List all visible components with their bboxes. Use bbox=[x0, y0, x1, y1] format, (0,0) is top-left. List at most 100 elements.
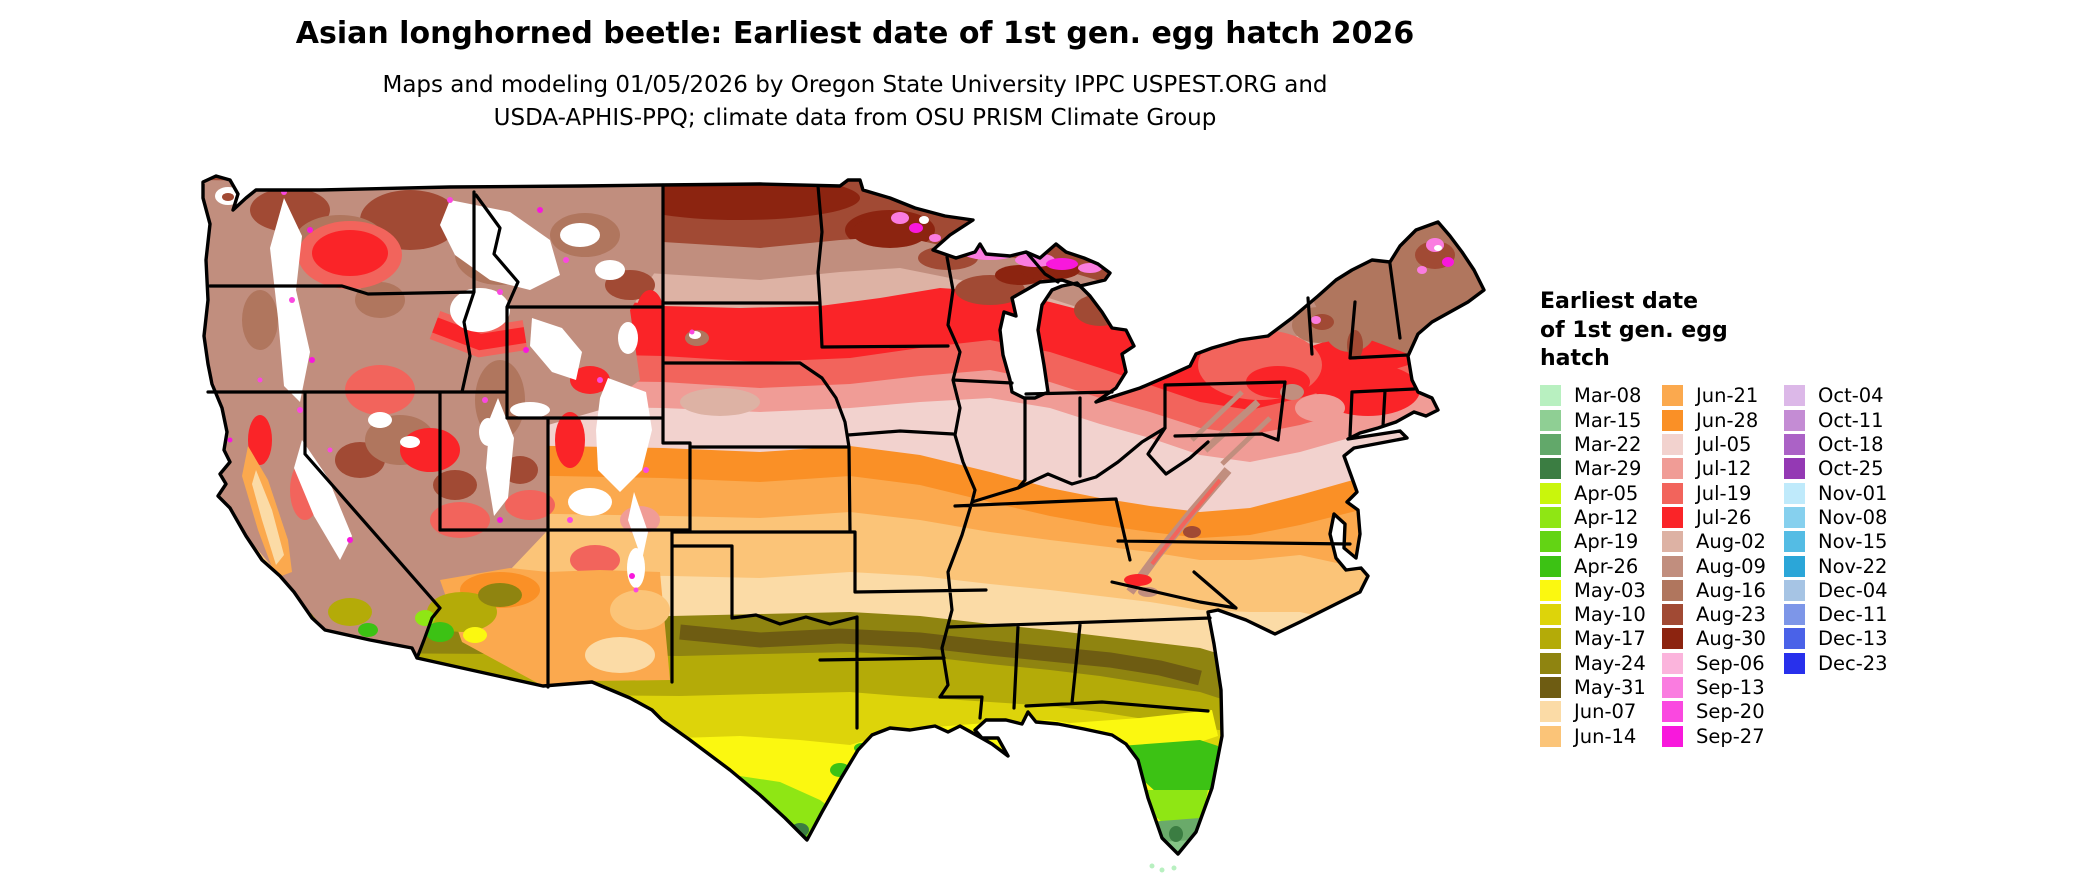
legend-swatch bbox=[1540, 458, 1561, 480]
us-choropleth-map bbox=[201, 174, 1486, 873]
legend-entry: Apr-05 bbox=[1540, 481, 1662, 505]
legend-label: Sep-13 bbox=[1696, 675, 1765, 699]
legend-label: Dec-11 bbox=[1818, 603, 1888, 627]
fleck-maine-white bbox=[1434, 245, 1442, 251]
white-nrockies bbox=[440, 200, 560, 290]
state-borders bbox=[206, 183, 1416, 730]
legend-label: Nov-22 bbox=[1818, 554, 1888, 578]
legend-label: Nov-08 bbox=[1818, 505, 1888, 529]
legend-title-line2: of 1st gen. egg bbox=[1540, 317, 1728, 343]
legend-label: Mar-22 bbox=[1574, 433, 1642, 457]
legend-label: May-03 bbox=[1574, 578, 1646, 602]
legend-label: Nov-15 bbox=[1818, 530, 1888, 554]
patch-wv-brown bbox=[1183, 526, 1201, 538]
legend-column-1: Mar-08 Mar-15 Mar-22 Mar-29 Apr-05 Apr-12 Apr-… bbox=[1540, 384, 1662, 748]
legend-entry: Jul-19 bbox=[1662, 481, 1784, 505]
patch-wtx-peach bbox=[610, 590, 670, 630]
patch-nwa bbox=[250, 188, 330, 232]
patch-or-coastrange bbox=[242, 290, 278, 350]
legend-swatch bbox=[1540, 555, 1561, 577]
legend-swatch bbox=[1662, 579, 1683, 601]
legend-swatch bbox=[1662, 531, 1683, 553]
legend-label: Apr-26 bbox=[1574, 554, 1639, 578]
legend-swatch bbox=[1540, 409, 1561, 431]
fleck-mn2 bbox=[909, 223, 923, 233]
legend-swatch bbox=[1784, 628, 1805, 650]
legend-entry: Sep-13 bbox=[1662, 675, 1784, 699]
patch-socal-green bbox=[358, 623, 378, 637]
legend-swatch bbox=[1784, 434, 1805, 456]
legend-entry: May-31 bbox=[1540, 675, 1662, 699]
legend-label: Aug-16 bbox=[1696, 578, 1766, 602]
patch-ca-coast-red bbox=[248, 415, 272, 465]
subtitle-line-1: Maps and modeling 01/05/2026 by Oregon S… bbox=[382, 72, 1328, 98]
legend-label: Mar-29 bbox=[1574, 457, 1642, 481]
fleck-mn3 bbox=[919, 216, 929, 224]
legend-label: Jun-14 bbox=[1574, 724, 1637, 748]
patch-mogollon bbox=[478, 583, 522, 607]
patch-olympics-core bbox=[222, 193, 234, 201]
white-sierra bbox=[294, 440, 352, 560]
legend-label: Jun-28 bbox=[1696, 408, 1759, 432]
legend-label: Sep-20 bbox=[1696, 700, 1765, 724]
legend-entry: Sep-27 bbox=[1662, 724, 1784, 748]
legend-entry: Dec-13 bbox=[1784, 627, 1906, 651]
band-may03 bbox=[203, 720, 1484, 854]
legend-label: Sep-27 bbox=[1696, 724, 1765, 748]
white-mt1 bbox=[560, 223, 600, 247]
patch-nlp2 bbox=[1098, 287, 1126, 303]
legend-label: Apr-19 bbox=[1574, 530, 1639, 554]
legend-entry: Sep-06 bbox=[1662, 651, 1784, 675]
patch-nm-north bbox=[570, 545, 620, 575]
legend-swatch bbox=[1540, 725, 1561, 747]
legend: Earliest date of 1st gen. egg hatch Mar-… bbox=[1540, 288, 2010, 748]
patch-catskills bbox=[1280, 384, 1304, 400]
patch-everglades bbox=[1169, 826, 1183, 842]
patch-az-yellow bbox=[463, 627, 487, 643]
legend-swatch bbox=[1662, 701, 1683, 723]
legend-entry: Jun-07 bbox=[1540, 700, 1662, 724]
white-bighorn bbox=[618, 322, 638, 354]
patch-ut-s bbox=[505, 490, 555, 520]
legend-entry: Jul-05 bbox=[1662, 432, 1784, 456]
legend-swatch bbox=[1662, 434, 1683, 456]
ridge-pa2 bbox=[1190, 390, 1244, 442]
legend-swatch bbox=[1784, 555, 1805, 577]
legend-entry: Apr-12 bbox=[1540, 505, 1662, 529]
white-nv2 bbox=[400, 436, 420, 448]
legend-entry: May-17 bbox=[1540, 627, 1662, 651]
legend-swatch bbox=[1784, 652, 1805, 674]
fleck-adk bbox=[1311, 316, 1321, 324]
legend-entry: Mar-08 bbox=[1540, 384, 1662, 408]
legend-label: Aug-30 bbox=[1696, 627, 1766, 651]
legend-entry: May-10 bbox=[1540, 602, 1662, 626]
legend-entry: Jul-26 bbox=[1662, 505, 1784, 529]
legend-swatch bbox=[1662, 725, 1683, 747]
stripe-may31 bbox=[679, 624, 1202, 686]
legend-label: May-17 bbox=[1574, 627, 1646, 651]
white-uinta bbox=[510, 402, 550, 418]
legend-label: Jul-26 bbox=[1696, 505, 1752, 529]
ridge-pa3 bbox=[1220, 416, 1272, 466]
legend-label: Mar-08 bbox=[1574, 384, 1642, 408]
patch-fl-green bbox=[1120, 740, 1220, 792]
legend-entry: Apr-26 bbox=[1540, 554, 1662, 578]
legend-swatch bbox=[1784, 579, 1805, 601]
legend-swatch bbox=[1540, 604, 1561, 626]
legend-label: Jul-19 bbox=[1696, 481, 1752, 505]
legend-label: Jun-21 bbox=[1696, 384, 1759, 408]
legend-entry: Mar-15 bbox=[1540, 408, 1662, 432]
legend-entry: Dec-11 bbox=[1784, 602, 1906, 626]
legend-swatch bbox=[1784, 482, 1805, 504]
legend-entry: May-03 bbox=[1540, 578, 1662, 602]
patch-bluemtns bbox=[355, 282, 405, 318]
legend-swatch bbox=[1784, 409, 1805, 431]
legend-entry: Jun-14 bbox=[1540, 724, 1662, 748]
patch-snake-red bbox=[432, 317, 527, 351]
legend-entry: Sep-20 bbox=[1662, 700, 1784, 724]
white-sanjuan bbox=[568, 488, 612, 516]
band-apr12 bbox=[203, 776, 1484, 854]
patch-smokies-red bbox=[1124, 574, 1152, 586]
legend-label: Jun-07 bbox=[1574, 700, 1637, 724]
legend-label: May-24 bbox=[1574, 651, 1646, 675]
